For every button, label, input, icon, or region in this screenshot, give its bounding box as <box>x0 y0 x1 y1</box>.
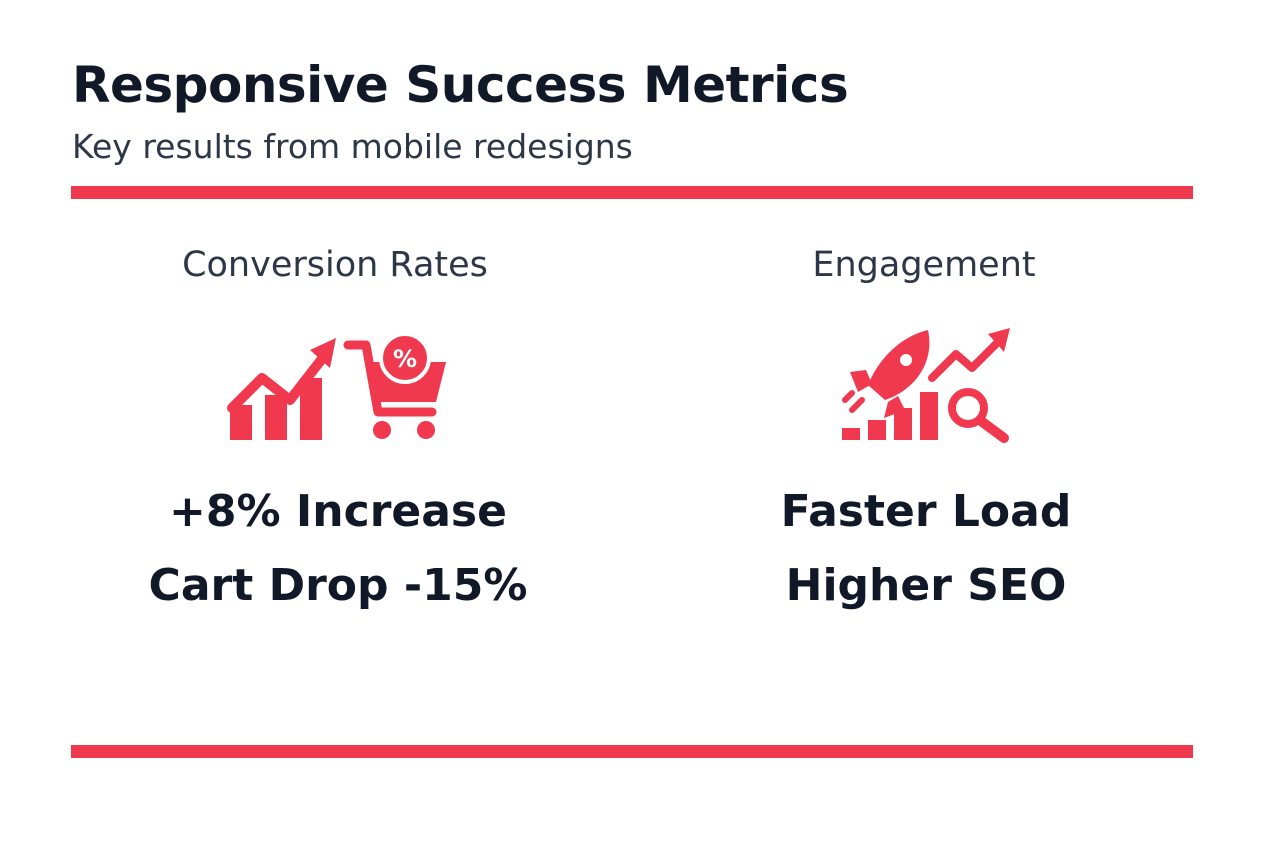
svg-text:%: % <box>393 345 417 373</box>
cart-icon: % <box>343 332 446 439</box>
metric-line: Faster Load <box>781 486 1072 537</box>
column-heading: Conversion Rates <box>182 245 488 285</box>
divider-top <box>71 186 1193 199</box>
column-heading: Engagement <box>812 245 1035 285</box>
bars-arrow-icon <box>842 328 1010 440</box>
rocket-icon <box>842 330 930 418</box>
growth-chart-icon <box>227 338 336 440</box>
title: Responsive Success Metrics <box>72 56 848 114</box>
metric-line: Higher SEO <box>786 560 1067 611</box>
magnifier-icon <box>948 388 1009 443</box>
divider-bottom <box>71 745 1193 758</box>
metric-line: +8% Increase <box>169 486 507 537</box>
metric-line: Cart Drop -15% <box>149 560 528 611</box>
subtitle: Key results from mobile redesigns <box>72 127 633 166</box>
